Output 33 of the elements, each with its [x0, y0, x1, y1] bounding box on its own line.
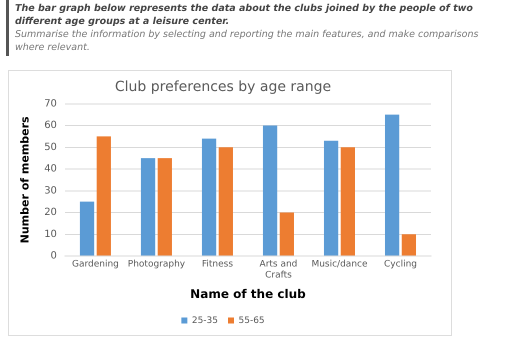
text: The bar graph below represents the data about the clubs joined by the people of two different age groups at a leisure center. [15, 2, 474, 28]
bar [158, 158, 172, 256]
legend-label: 55-65 [238, 316, 265, 326]
bar [202, 138, 216, 256]
bar [280, 212, 294, 256]
x-tick-label: Photography [128, 260, 186, 270]
y-tick-label: 30 [44, 185, 57, 196]
bar [340, 147, 355, 256]
x-tick-label: Gardening [72, 260, 119, 270]
x-tick-label: Cycling [384, 260, 417, 270]
y-tick-label: 60 [44, 120, 57, 132]
y-tick-label: 10 [44, 228, 57, 240]
bar [140, 158, 156, 256]
bar [218, 147, 233, 256]
y-tick-label: 0 [50, 250, 57, 262]
bar [96, 136, 111, 256]
y-axis-title: Number of members [18, 116, 32, 244]
bar [262, 126, 278, 256]
bar [80, 202, 94, 256]
y-tick-label: 70 [44, 98, 57, 110]
chart-title: Club preferences by age range [114, 79, 332, 96]
bar [384, 114, 400, 256]
y-tick-label: 40 [44, 164, 57, 175]
bar [324, 140, 338, 256]
bar [402, 234, 416, 256]
text: Summarise the information by selecting and reporting the main features, and make comparisons where relevant. [15, 28, 480, 54]
x-axis-title: Name of the club [190, 286, 306, 301]
y-tick-label: 50 [44, 142, 57, 153]
y-tick-label: 20 [44, 207, 57, 218]
x-tick-label: Music/dance [311, 260, 368, 270]
x-tick-label: Fitness [202, 260, 234, 270]
x-tick-label: Arts and Crafts [260, 260, 298, 281]
legend-label: 25-35 [192, 316, 218, 326]
